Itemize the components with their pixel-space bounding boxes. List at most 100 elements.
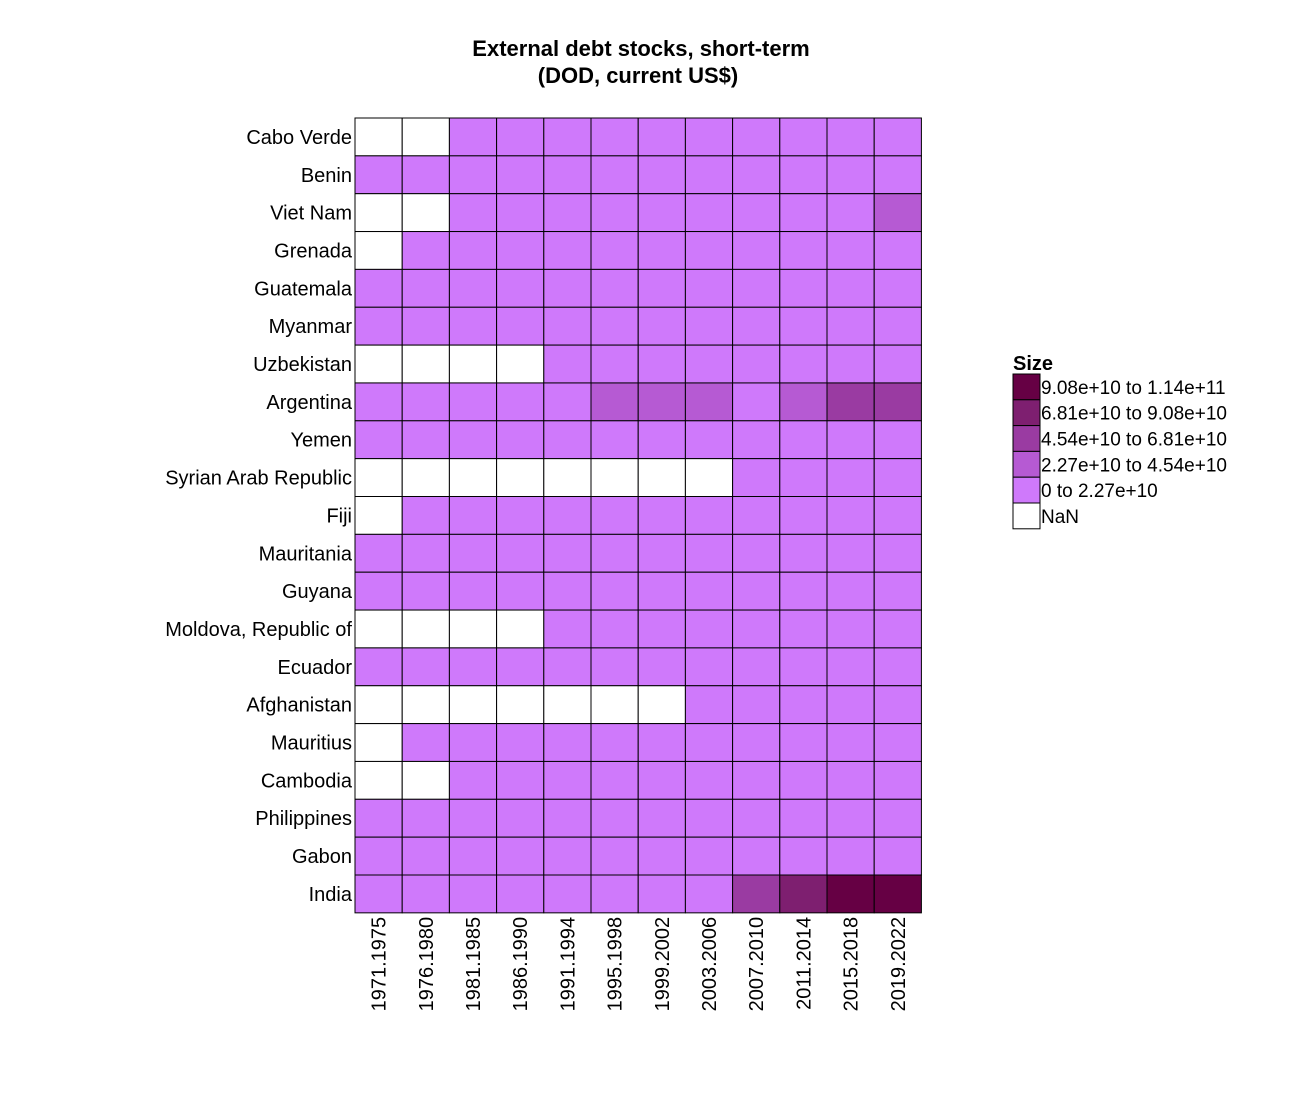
heatmap-cell [354, 344, 403, 384]
heatmap-cell [543, 685, 592, 725]
legend-swatch [1012, 425, 1041, 452]
heatmap-cell [684, 571, 734, 611]
heatmap-cell [590, 420, 639, 460]
heatmap-cell [448, 382, 498, 422]
heatmap-cell [496, 609, 545, 649]
heatmap-cell [590, 268, 639, 308]
heatmap-cell [732, 193, 781, 233]
x-tick-label: 1971.1975 [369, 917, 391, 1012]
heatmap-cell [873, 836, 922, 876]
heatmap-cell [826, 836, 875, 876]
heatmap-cell [543, 496, 592, 535]
heatmap-cell [779, 647, 828, 687]
heatmap-cell [448, 533, 498, 573]
heatmap-cell [684, 268, 734, 308]
heatmap-cell [826, 685, 875, 725]
heatmap-cell [873, 609, 922, 649]
heatmap-cell [873, 723, 922, 762]
heatmap-cell [826, 609, 875, 649]
heatmap-cell [590, 798, 639, 838]
heatmap-cell [496, 874, 545, 914]
heatmap-cell [354, 382, 403, 422]
heatmap-cell [637, 420, 686, 460]
y-tick-label: Fiji [326, 505, 352, 527]
y-tick-label: Syrian Arab Republic [165, 468, 352, 490]
y-tick-label: Guatemala [254, 278, 353, 300]
legend-swatch [1012, 502, 1041, 530]
heatmap-cell [496, 647, 545, 687]
legend-entries: 9.08e+10 to 1.14e+11 6.81e+10 to 9.08e+10… [1012, 373, 1227, 530]
heatmap-cell [779, 609, 828, 649]
heatmap-cell [873, 382, 922, 422]
x-tick-label: 2019.2022 [888, 917, 910, 1012]
heatmap-cell [496, 723, 545, 762]
heatmap-cell [496, 420, 545, 460]
y-tick-label: Mauritania [259, 543, 353, 565]
heatmap-cell [779, 306, 828, 346]
heatmap-cell [873, 685, 922, 725]
heatmap-cell [732, 760, 781, 800]
heatmap-cell [732, 268, 781, 308]
heatmap-cell [826, 117, 875, 157]
legend-label: 9.08e+10 to 1.14e+11 [1041, 378, 1226, 399]
heatmap-cell [401, 231, 450, 270]
heatmap-cell [873, 458, 922, 497]
heatmap-cell [779, 268, 828, 308]
heatmap-cell [873, 268, 922, 308]
heatmap-cell [590, 533, 639, 573]
heatmap-cell [732, 458, 781, 497]
x-tick-label: 1986.1990 [510, 917, 532, 1012]
heatmap-cell [496, 458, 545, 497]
heatmap-cell [873, 117, 922, 157]
heatmap-cell [496, 344, 545, 384]
heatmap-cell [401, 571, 450, 611]
heatmap-cell [637, 117, 686, 157]
y-axis-labels: Cabo Verde Benin Viet Nam Grenada Guatemala M… [165, 127, 353, 906]
heatmap-cell [637, 836, 686, 876]
y-tick-label: Afghanistan [246, 695, 352, 717]
heatmap-cell [448, 609, 498, 649]
y-tick-label: India [309, 884, 353, 906]
heatmap-cell [779, 836, 828, 876]
heatmap-cell [401, 609, 450, 649]
heatmap-cell [684, 533, 734, 573]
y-tick-label: Argentina [266, 392, 352, 414]
heatmap-cell [448, 420, 498, 460]
heatmap-cell [448, 458, 498, 497]
y-tick-label: Benin [301, 165, 352, 187]
heatmap-cell [684, 496, 734, 535]
heatmap-cell [779, 723, 828, 762]
heatmap-cell [873, 155, 922, 195]
x-tick-label: 1981.1985 [463, 917, 485, 1012]
heatmap-cell [826, 760, 875, 800]
heatmap-cell [354, 458, 403, 497]
heatmap-cell [543, 874, 592, 914]
heatmap-cell [873, 798, 922, 838]
heatmap-cell [779, 571, 828, 611]
heatmap-cell [779, 798, 828, 838]
heatmap-cell [401, 117, 450, 157]
heatmap-cell [401, 647, 450, 687]
heatmap-cell [543, 268, 592, 308]
heatmap-cell [354, 496, 403, 535]
heatmap-cell [684, 117, 734, 157]
heatmap-cell [543, 193, 592, 233]
heatmap-cell [637, 382, 686, 422]
legend-swatch [1012, 476, 1041, 504]
x-tick-label: 1999.2002 [652, 917, 674, 1012]
heatmap-cell [590, 231, 639, 270]
heatmap-cell [543, 533, 592, 573]
heatmap-cell [590, 458, 639, 497]
heatmap-cell [496, 382, 545, 422]
heatmap-cell [732, 723, 781, 762]
heatmap-cell [637, 571, 686, 611]
legend-swatch [1012, 450, 1041, 478]
heatmap-cell [684, 685, 734, 725]
heatmap-cell [354, 117, 403, 157]
heatmap-cell [543, 836, 592, 876]
y-tick-label: Philippines [255, 808, 352, 830]
heatmap-cell [873, 420, 922, 460]
y-tick-label: Cabo Verde [246, 127, 352, 149]
heatmap-cell [826, 155, 875, 195]
heatmap-cell [826, 420, 875, 460]
